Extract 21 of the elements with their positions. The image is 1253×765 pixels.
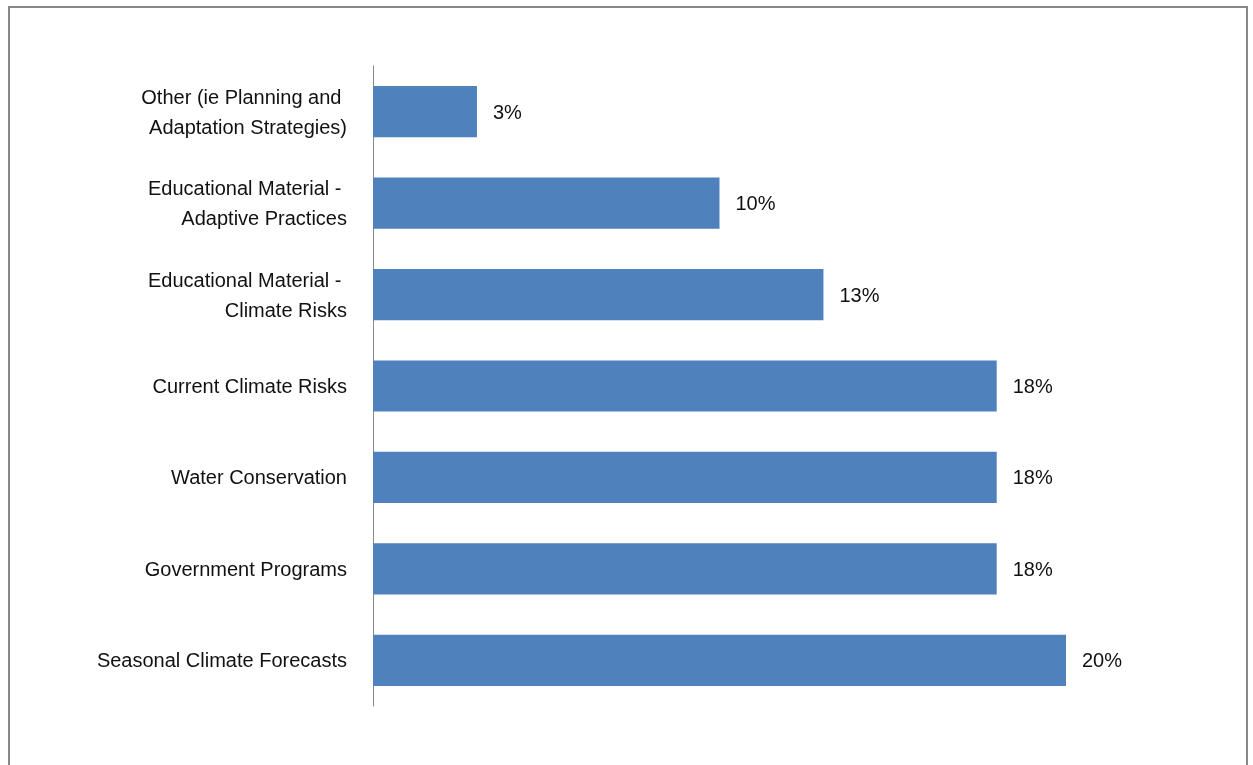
bar [373,543,997,595]
y-tick-label: Other (ie Planning and Adaptation Strategies) [141,85,347,138]
y-tick-label: Current Climate Risks [152,375,347,397]
bar [373,451,997,504]
bar [373,177,720,229]
bar [373,86,477,138]
data-label: 18% [1012,375,1053,397]
y-tick-label: Seasonal Climate Forecasts [96,649,347,672]
y-tick-label: Water Conservation [171,466,347,489]
bar [373,360,997,412]
y-tick-label: Government Programs [144,557,347,580]
y-tick-label: Educational Material - Adaptive Practices [148,177,347,230]
data-label: 18% [1012,466,1053,489]
data-label: 10% [735,192,776,215]
bar [373,268,824,321]
data-label: 18% [1012,557,1053,580]
bar [373,634,1066,686]
data-label: 3% [492,100,523,123]
data-label: 20% [1082,649,1123,672]
y-tick-label: Educational Material - Climate Risks [148,268,347,321]
data-label: 13% [839,283,880,306]
